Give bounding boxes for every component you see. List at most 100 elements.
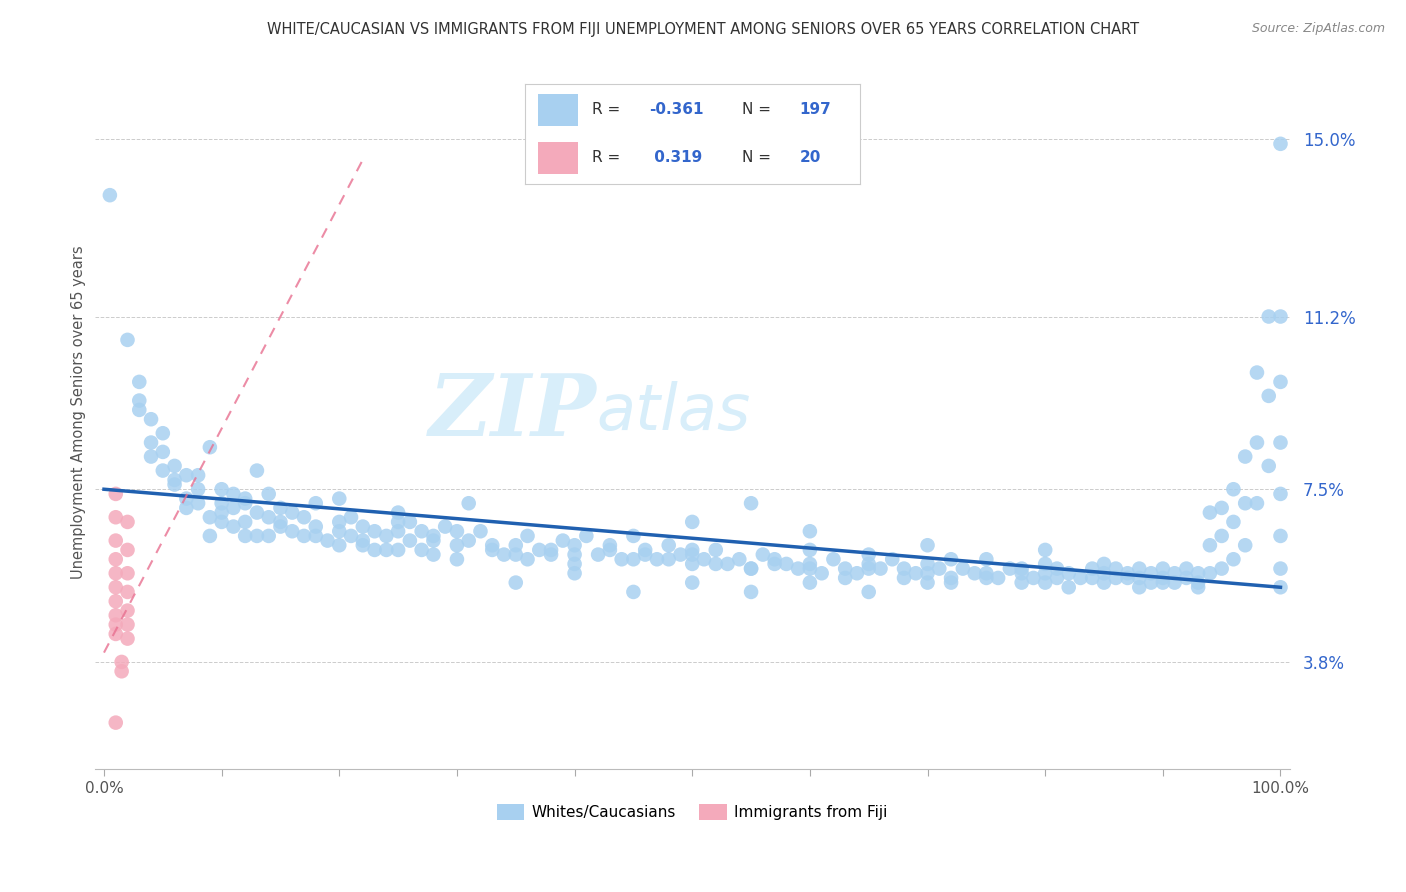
Point [799, 575, 821, 590]
Point [375, 543, 398, 558]
Point [446, 552, 468, 566]
Text: Source: ZipAtlas.com: Source: ZipAtlas.com [1251, 22, 1385, 36]
Point [658, 538, 681, 552]
Point [917, 557, 939, 571]
Point [387, 506, 409, 520]
Point [1105, 561, 1128, 575]
Point [305, 519, 328, 533]
Legend: Whites/Caucasians, Immigrants from Fiji: Whites/Caucasians, Immigrants from Fiji [491, 797, 894, 826]
Point [269, 515, 291, 529]
Point [328, 538, 350, 552]
Point [740, 585, 762, 599]
Point [623, 529, 645, 543]
Point [305, 529, 328, 543]
Point [693, 552, 716, 566]
Point [1011, 561, 1033, 575]
Point [340, 529, 363, 543]
Point [1140, 575, 1163, 590]
Point [681, 515, 703, 529]
Point [117, 617, 139, 632]
Point [411, 543, 433, 558]
Point [669, 548, 692, 562]
Point [187, 468, 209, 483]
Point [104, 715, 127, 730]
Point [740, 561, 762, 575]
Point [187, 496, 209, 510]
Point [1057, 566, 1080, 581]
Point [893, 561, 915, 575]
Point [269, 519, 291, 533]
Point [1105, 571, 1128, 585]
Point [1234, 496, 1257, 510]
Point [481, 543, 503, 558]
Point [740, 561, 762, 575]
Point [551, 533, 574, 548]
Point [117, 543, 139, 558]
Point [658, 552, 681, 566]
Point [328, 491, 350, 506]
Point [704, 557, 727, 571]
Point [634, 543, 657, 558]
Point [434, 519, 457, 533]
Point [481, 538, 503, 552]
Point [1199, 538, 1222, 552]
Point [799, 561, 821, 575]
Point [1128, 571, 1150, 585]
Point [775, 557, 797, 571]
Point [917, 566, 939, 581]
Point [623, 585, 645, 599]
Point [128, 375, 150, 389]
Point [976, 566, 998, 581]
Point [799, 543, 821, 558]
Point [305, 496, 328, 510]
Point [1033, 543, 1056, 558]
Point [1270, 375, 1292, 389]
Point [211, 496, 233, 510]
Point [939, 552, 962, 566]
Point [505, 538, 527, 552]
Point [246, 506, 269, 520]
Point [1187, 566, 1209, 581]
Point [128, 403, 150, 417]
Point [586, 548, 609, 562]
Point [634, 548, 657, 562]
Point [457, 533, 479, 548]
Point [1092, 557, 1115, 571]
Point [340, 510, 363, 524]
Point [457, 496, 479, 510]
Point [176, 500, 198, 515]
Point [1163, 566, 1185, 581]
Point [446, 524, 468, 539]
Point [681, 575, 703, 590]
Point [564, 548, 586, 562]
Text: WHITE/CAUCASIAN VS IMMIGRANTS FROM FIJI UNEMPLOYMENT AMONG SENIORS OVER 65 YEARS: WHITE/CAUCASIAN VS IMMIGRANTS FROM FIJI … [267, 22, 1139, 37]
Point [98, 188, 121, 202]
Point [352, 538, 374, 552]
Point [422, 533, 444, 548]
Point [575, 529, 598, 543]
Point [128, 393, 150, 408]
Point [505, 548, 527, 562]
Point [1140, 566, 1163, 581]
Point [599, 538, 621, 552]
Point [257, 487, 280, 501]
Point [858, 561, 880, 575]
Point [810, 566, 832, 581]
Point [917, 538, 939, 552]
Point [1033, 557, 1056, 571]
Point [257, 510, 280, 524]
Point [1069, 571, 1091, 585]
Point [599, 543, 621, 558]
Point [704, 543, 727, 558]
Point [104, 566, 127, 581]
Point [1046, 561, 1069, 575]
Point [316, 533, 339, 548]
Point [1246, 366, 1268, 380]
Point [328, 515, 350, 529]
Point [233, 515, 256, 529]
Point [399, 515, 422, 529]
Point [1222, 482, 1244, 496]
Point [893, 571, 915, 585]
Point [352, 533, 374, 548]
Point [1199, 506, 1222, 520]
